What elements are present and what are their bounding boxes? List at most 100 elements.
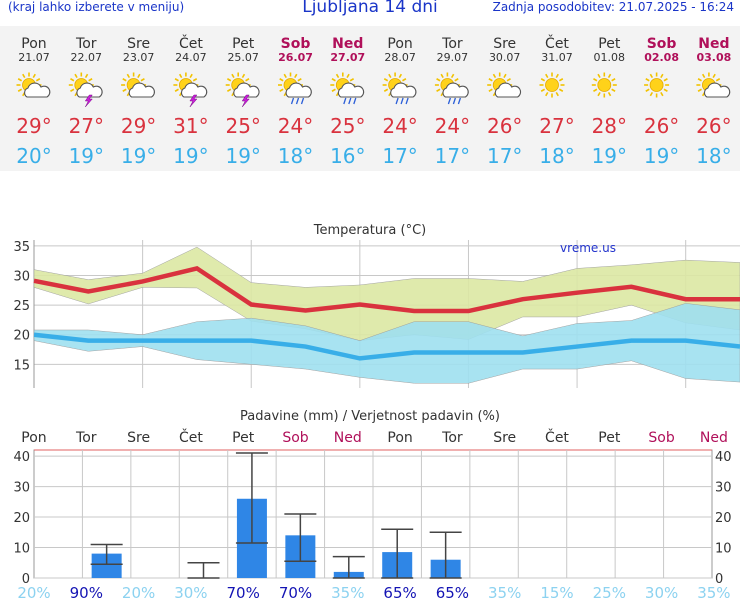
sun-cloud-rain-icon (330, 72, 365, 105)
y-tick-label-right: 20 (715, 511, 732, 526)
daily-forecast: Pon21.0729°20°Tor22.0727°19°Sre23.0729°1… (16, 34, 731, 168)
sun-cloud-icon (487, 72, 522, 98)
probability-label: 20% (122, 584, 155, 600)
y-tick-label: 30 (13, 270, 30, 285)
category-label: Tor (441, 430, 463, 446)
day-name: Pet (598, 36, 621, 52)
precipitation-range (90, 543, 123, 566)
max-temperature-range (33, 246, 740, 341)
y-tick-label: 0 (22, 572, 30, 587)
min-temperature-range (33, 303, 740, 384)
y-tick-label: 25 (13, 299, 30, 314)
min-temp: 18° (539, 144, 574, 168)
category-label: Sob (282, 430, 308, 446)
day-date: 22.07 (71, 51, 103, 64)
min-temp: 19° (644, 144, 679, 168)
category-label: Tor (75, 430, 97, 446)
thunderstorm-icon (225, 72, 260, 108)
day-date: 23.07 (123, 51, 155, 64)
day-name: Pet (232, 36, 255, 52)
precipitation-range (381, 528, 414, 579)
sun-cloud-icon (696, 72, 731, 98)
min-temp: 19° (121, 144, 156, 168)
day-date: 21.07 (18, 51, 50, 64)
min-temp: 19° (69, 144, 104, 168)
category-label: Čet (179, 428, 203, 446)
day-name: Sob (647, 36, 677, 52)
daily-forecast-panel (0, 26, 740, 171)
category-label: Sre (493, 430, 516, 446)
min-temp: 19° (225, 144, 260, 168)
menu-hint: (kraj lahko izberete v meniju) (8, 0, 185, 14)
sun-cloud-icon (16, 72, 51, 98)
sun-cloud-rain-icon (278, 72, 312, 105)
sun-icon (591, 72, 617, 98)
min-temp: 18° (696, 144, 731, 168)
day-name: Pon (387, 36, 412, 52)
day-name: Tor (75, 36, 97, 52)
min-temp: 18° (278, 144, 313, 168)
max-temp: 27° (539, 114, 574, 138)
category-label: Pon (387, 430, 412, 446)
y-tick-label: 20 (13, 329, 30, 344)
day-name: Ned (698, 36, 729, 52)
min-temperature-line (33, 332, 740, 361)
day-date: 30.07 (489, 51, 521, 64)
probability-label: 90% (70, 584, 103, 600)
probability-label: 35% (697, 584, 730, 600)
page-title: Ljubljana 14 dni (302, 0, 438, 17)
max-temp: 29° (16, 114, 51, 138)
day-name: Ned (332, 36, 363, 52)
max-temp: 26° (644, 114, 679, 138)
category-label: Pet (232, 430, 255, 446)
sun-icon (644, 72, 670, 98)
probability-label: 35% (331, 584, 364, 600)
y-tick-label: 40 (13, 450, 30, 465)
min-temp: 17° (487, 144, 522, 168)
y-tick-label-right: 30 (715, 481, 732, 496)
day-date: 26.07 (278, 51, 313, 64)
probability-label: 70% (227, 584, 260, 600)
max-temp: 28° (592, 114, 627, 138)
day-date: 28.07 (384, 51, 416, 64)
sun-cloud-rain-icon (434, 72, 469, 105)
day-name: Pon (21, 36, 46, 52)
probability-label: 65% (436, 584, 469, 600)
day-date: 02.08 (644, 51, 679, 64)
min-temp: 20° (16, 144, 51, 168)
temperature-title: Temperatura (°C) (313, 223, 426, 238)
day-name: Čet (545, 34, 569, 52)
probability-label: 25% (593, 584, 626, 600)
day-date: 24.07 (175, 51, 207, 64)
max-temp: 24° (435, 114, 470, 138)
probability-label: 30% (174, 584, 207, 600)
thunderstorm-icon (173, 72, 208, 108)
day-date: 29.07 (437, 51, 469, 64)
precipitation-title: Padavine (mm) / Verjetnost padavin (%) (240, 409, 500, 424)
precipitation-range (235, 452, 268, 544)
last-updated: Zadnja posodobitev: 21.07.2025 - 16:24 (492, 0, 734, 14)
max-temp: 25° (225, 114, 260, 138)
max-temp: 26° (696, 114, 731, 138)
probability-label: 30% (645, 584, 678, 600)
max-temperature-line (33, 265, 740, 314)
day-name: Sre (127, 36, 150, 52)
y-tick-label-right: 40 (715, 450, 732, 465)
precipitation-chart: Padavine (mm) / Verjetnost padavin (%) Po… (13, 409, 732, 600)
max-temp: 25° (330, 114, 365, 138)
category-label: Sre (127, 430, 150, 446)
min-temp: 19° (173, 144, 208, 168)
max-temp: 29° (121, 114, 156, 138)
sun-icon (539, 72, 565, 98)
probability-label: 70% (279, 584, 312, 600)
category-label: Ned (700, 430, 728, 446)
day-date: 31.07 (541, 51, 573, 64)
precipitation-range (429, 531, 462, 579)
y-tick-label-right: 10 (715, 542, 732, 557)
min-temp: 17° (435, 144, 470, 168)
y-tick-label: 15 (13, 358, 30, 373)
precipitation-range (187, 562, 220, 579)
category-label: Čet (545, 428, 569, 446)
min-temp: 19° (592, 144, 627, 168)
probability-label: 15% (540, 584, 573, 600)
